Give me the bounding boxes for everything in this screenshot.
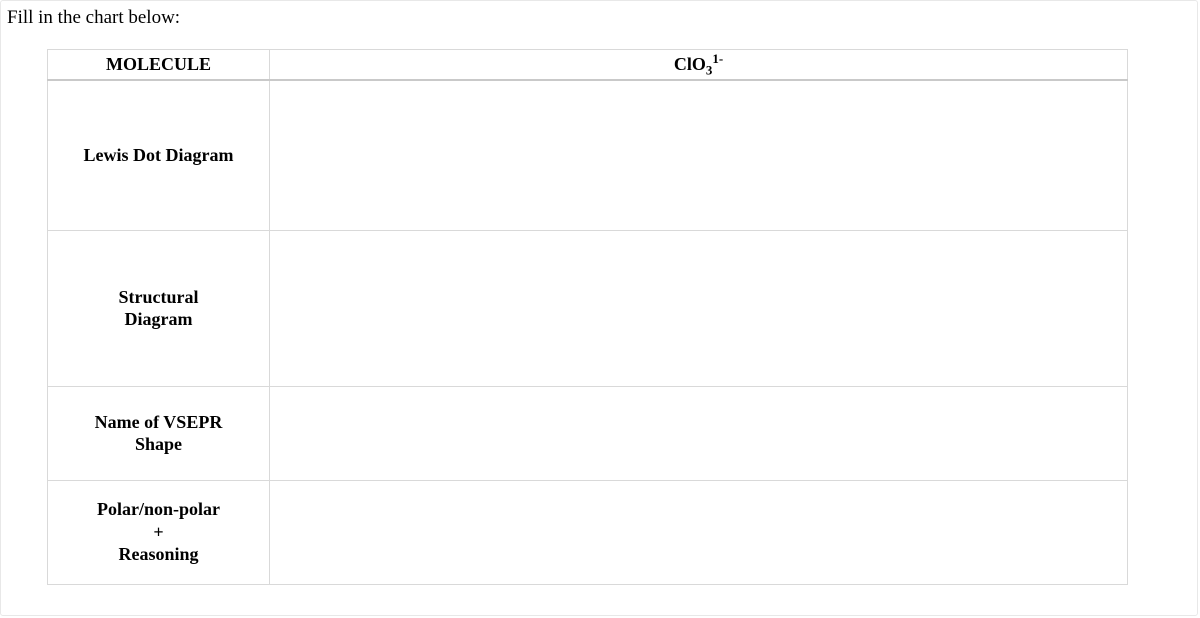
row-label-polar-line1: Polar/non-polar (56, 498, 261, 521)
row-label-polar-plus: + (56, 521, 261, 544)
cell-polar-reasoning[interactable] (270, 480, 1128, 584)
molecule-formula: ClO31- (674, 54, 723, 74)
table-row: Polar/non-polar + Reasoning (48, 480, 1128, 584)
table-row: Structural Diagram (48, 230, 1128, 386)
row-label-lewis: Lewis Dot Diagram (48, 80, 270, 230)
cell-vsepr-shape[interactable] (270, 386, 1128, 480)
row-label-structural: Structural Diagram (48, 230, 270, 386)
page-container: Fill in the chart below: MOLECULE ClO31-… (0, 0, 1198, 616)
formula-base: ClO (674, 54, 706, 74)
row-label-vsepr-line1: Name of VSEPR (95, 412, 223, 432)
molecule-chart-table: MOLECULE ClO31- Lewis Dot Diagram Struct… (47, 49, 1128, 585)
table-row: Name of VSEPR Shape (48, 386, 1128, 480)
table-header-molecule: ClO31- (270, 50, 1128, 81)
table-header-label: MOLECULE (48, 50, 270, 81)
instruction-text: Fill in the chart below: (1, 1, 1197, 29)
row-label-polar: Polar/non-polar + Reasoning (48, 480, 270, 584)
table-header-row: MOLECULE ClO31- (48, 50, 1128, 81)
row-label-polar-line2: Reasoning (56, 543, 261, 566)
formula-superscript: 1- (712, 51, 723, 66)
row-label-vsepr-line2: Shape (135, 434, 182, 454)
cell-structural-diagram[interactable] (270, 230, 1128, 386)
cell-lewis-dot-diagram[interactable] (270, 80, 1128, 230)
table-row: Lewis Dot Diagram (48, 80, 1128, 230)
row-label-structural-line1: Structural (119, 287, 199, 307)
row-label-structural-line2: Diagram (125, 309, 193, 329)
row-label-vsepr: Name of VSEPR Shape (48, 386, 270, 480)
